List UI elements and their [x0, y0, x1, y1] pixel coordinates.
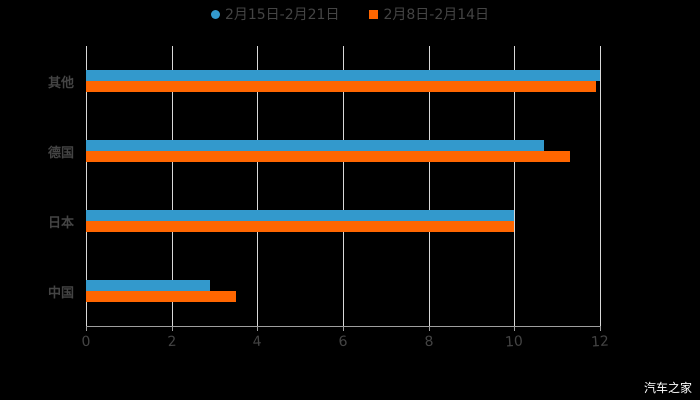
axis-tick: [428, 326, 430, 331]
x-tick-label: 2: [166, 333, 177, 351]
watermark-logo: 汽车之家: [643, 381, 692, 395]
gridline: [428, 46, 430, 326]
bar-series-2[interactable]: [86, 291, 236, 302]
axis-tick: [171, 326, 173, 331]
bar-series-1[interactable]: [86, 70, 600, 81]
y-category-label: 中国: [48, 286, 75, 301]
series-1-swatch-icon: [210, 9, 220, 19]
x-tick-label: 4: [252, 333, 263, 351]
y-category-label: 德国: [48, 146, 75, 161]
x-tick-label: 8: [423, 333, 434, 351]
bar-series-1[interactable]: [86, 280, 211, 291]
series-2-swatch-icon: [369, 9, 379, 19]
bar-series-1[interactable]: [86, 210, 515, 221]
x-tick-label: 0: [80, 333, 92, 351]
legend-label-series-2: 2月8日-2月14日: [383, 7, 490, 23]
gridline: [514, 46, 516, 326]
y-category-label: 其他: [48, 76, 75, 91]
gridline: [600, 46, 601, 326]
bar-series-2[interactable]: [86, 221, 515, 232]
x-axis-line: [86, 326, 600, 327]
gridline: [257, 46, 259, 326]
chart-legend: 2月15日-2月21日 2月8日-2月14日: [0, 4, 700, 24]
bar-series-2[interactable]: [86, 81, 596, 92]
legend-item-series-2[interactable]: 2月8日-2月14日: [369, 4, 489, 24]
legend-label-series-1: 2月15日-2月21日: [224, 7, 340, 23]
bar-series-1[interactable]: [86, 140, 545, 151]
axis-tick: [257, 326, 259, 331]
axis-tick: [514, 326, 516, 331]
gridline: [171, 46, 173, 326]
axis-tick: [343, 326, 344, 331]
y-category-label: 日本: [48, 216, 75, 231]
legend-item-series-1[interactable]: 2月15日-2月21日: [210, 4, 340, 24]
gridline: [86, 46, 87, 326]
axis-tick: [86, 326, 87, 331]
x-tick-label: 12: [590, 333, 610, 351]
bar-series-2[interactable]: [86, 151, 571, 162]
axis-tick: [600, 326, 601, 331]
gridline: [343, 46, 344, 326]
x-tick-label: 6: [337, 333, 349, 351]
x-tick-label: 10: [504, 333, 524, 351]
